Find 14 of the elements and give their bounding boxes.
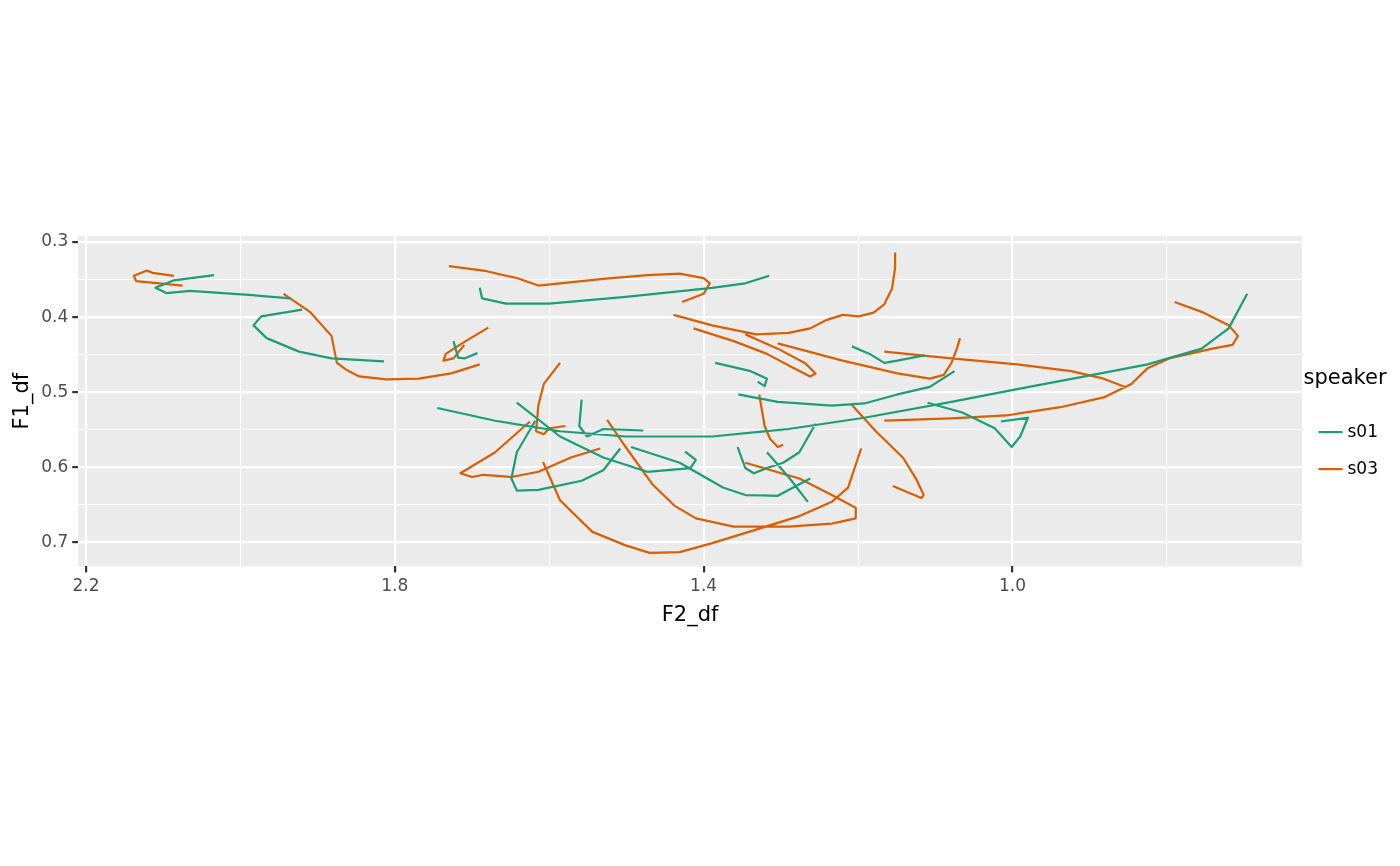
y-tick-label: 0.7 (41, 530, 69, 551)
x-tick-label: 1.4 (690, 575, 718, 596)
x-tick-label: 2.2 (72, 575, 100, 596)
y-tick-label: 0.6 (41, 455, 69, 476)
legend-label: s03 (1347, 457, 1379, 478)
legend-label: s01 (1347, 420, 1379, 441)
y-axis-title: F1_df (9, 372, 35, 430)
x-tick-label: 1.0 (998, 575, 1026, 596)
x-axis-title: F2_df (661, 601, 720, 627)
x-tick-label: 1.8 (381, 575, 409, 596)
y-tick-label: 0.5 (41, 380, 69, 401)
y-tick-label: 0.4 (41, 305, 69, 326)
y-tick-label: 0.3 (41, 230, 69, 251)
legend-title: speaker (1303, 365, 1387, 390)
